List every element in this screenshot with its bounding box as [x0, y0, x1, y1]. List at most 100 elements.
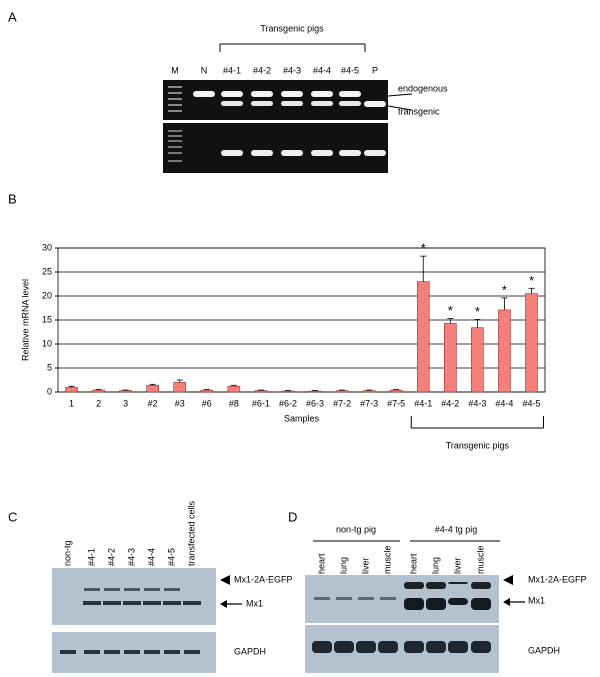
band	[339, 101, 361, 106]
band	[251, 150, 273, 156]
band-label: Mx1-2A-EGFP	[234, 574, 293, 584]
x-tick-label: #6-1	[252, 398, 270, 408]
band	[311, 101, 333, 106]
gel	[163, 80, 388, 120]
x-tick-label: #3	[175, 398, 185, 408]
bar	[254, 390, 268, 393]
marker-band	[168, 130, 182, 132]
band	[404, 598, 424, 610]
band	[339, 150, 361, 156]
lane-label: M	[171, 65, 179, 75]
pointer-line	[387, 93, 413, 97]
bar	[65, 386, 78, 393]
band	[251, 91, 273, 97]
band	[364, 150, 386, 156]
lane-label: muscle	[382, 545, 392, 574]
bar	[416, 281, 430, 393]
x-tick-label: #6	[202, 398, 212, 408]
band-label: GAPDH	[528, 645, 560, 655]
band	[184, 650, 200, 654]
x-tick-label: #4-4	[495, 398, 513, 408]
bar	[227, 385, 241, 393]
x-tick-label: #4-5	[522, 398, 540, 408]
marker-band	[168, 92, 182, 94]
band	[143, 601, 161, 605]
band	[251, 101, 273, 106]
band	[281, 150, 303, 156]
panel-label: B	[8, 191, 17, 206]
x-tick-label: #7-3	[360, 398, 378, 408]
error-bar	[501, 297, 508, 310]
band	[311, 150, 333, 156]
band-label: Mx1	[246, 598, 263, 608]
significance-mark: *	[529, 273, 534, 288]
pointer-line	[387, 105, 413, 111]
y-tick-label: 30	[42, 242, 52, 252]
arrowhead	[503, 598, 510, 606]
y-axis-label: Relative mRNA level	[20, 279, 30, 361]
bar	[173, 382, 187, 393]
band	[104, 650, 120, 654]
marker-band	[168, 140, 182, 142]
band	[124, 588, 140, 591]
x-axis-label: Samples	[284, 413, 320, 423]
band	[281, 101, 303, 106]
lane-label: P	[372, 65, 378, 75]
band	[426, 641, 446, 653]
lane-label: lung	[338, 557, 348, 574]
band	[311, 91, 333, 97]
bar	[92, 389, 105, 393]
x-tick-label: #4-2	[441, 398, 459, 408]
marker-band	[168, 160, 182, 162]
significance-mark: *	[448, 303, 453, 318]
lane-label: #4-4	[313, 65, 331, 75]
x-tick-label: #4-3	[468, 398, 486, 408]
band	[336, 597, 352, 600]
error-bar	[420, 255, 427, 282]
marker-band	[168, 86, 182, 88]
band	[448, 598, 468, 605]
lane-label: #4-5	[166, 548, 176, 566]
group-label: #4-4 tg pig	[435, 524, 478, 534]
lane-label: lung	[430, 557, 440, 574]
lane-label: #4-5	[341, 65, 359, 75]
lane-label: #4-2	[253, 65, 271, 75]
band	[314, 597, 330, 600]
x-tick-label: #2	[148, 398, 158, 408]
lane-label: heart	[316, 553, 326, 574]
x-tick-label: 1	[69, 398, 74, 408]
band	[426, 582, 446, 589]
band	[83, 601, 101, 605]
band	[334, 641, 354, 653]
band-label: GAPDH	[234, 646, 266, 656]
band	[356, 641, 376, 653]
band	[124, 650, 140, 654]
y-tick-label: 20	[42, 290, 52, 300]
band	[183, 601, 201, 605]
band	[358, 597, 374, 600]
lane-label: non-tg	[62, 540, 72, 566]
band	[123, 601, 141, 605]
band	[221, 91, 243, 97]
band	[426, 598, 446, 610]
band	[312, 641, 332, 653]
band-label: Mx1-2A-EGFP	[528, 574, 587, 584]
arrowhead	[220, 600, 227, 608]
bar	[444, 323, 457, 393]
band	[339, 91, 361, 97]
marker-band	[168, 135, 182, 137]
y-tick-label: 0	[47, 386, 52, 396]
y-tick-label: 25	[42, 266, 52, 276]
bar	[471, 327, 484, 393]
band	[380, 597, 396, 600]
band	[281, 91, 303, 97]
lane-label: transfected cells	[186, 500, 196, 566]
lane-label: #4-1	[223, 65, 241, 75]
band	[221, 101, 243, 106]
band-label: endogenous	[398, 83, 448, 93]
band	[164, 650, 180, 654]
significance-mark: *	[502, 282, 507, 297]
band-label: Mx1	[528, 595, 545, 605]
bar	[200, 389, 214, 393]
bar	[281, 390, 295, 393]
